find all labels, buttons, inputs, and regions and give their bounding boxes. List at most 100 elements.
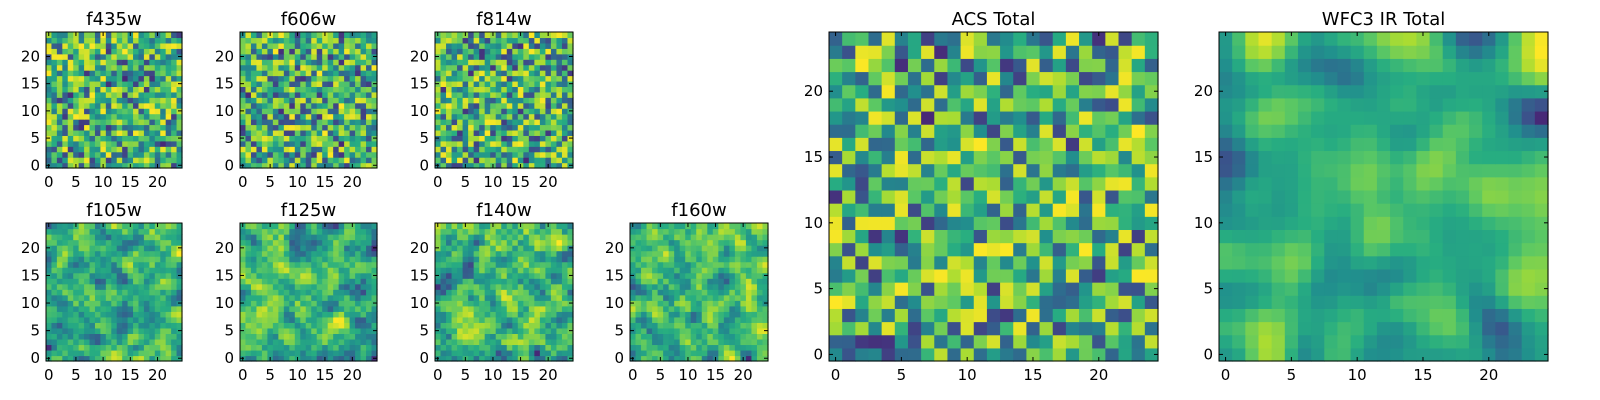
heatmap-cell (462, 53, 469, 60)
heatmap-cell (294, 64, 301, 71)
heatmap-cell (646, 223, 653, 230)
heatmap-cell (934, 242, 949, 257)
heatmap-cell (657, 344, 664, 351)
heatmap-cell (154, 113, 161, 120)
heatmap-cell (646, 278, 653, 285)
heatmap-cell (327, 80, 334, 87)
heatmap-cell (534, 32, 541, 39)
heatmap-cell (842, 255, 856, 270)
heatmap-cell (506, 283, 513, 290)
heatmap-cell (663, 272, 670, 279)
heatmap-cell (349, 278, 356, 285)
heatmap-cell (371, 70, 378, 77)
heatmap-cell (344, 223, 351, 230)
heatmap-cell (84, 140, 91, 147)
heatmap-cell (556, 135, 563, 142)
heatmap-cell (567, 333, 574, 340)
heatmap-cell (523, 32, 530, 39)
heatmap-cell (479, 32, 486, 39)
heatmap-cell (78, 32, 85, 39)
heatmap-cell (322, 316, 329, 323)
heatmap-cell (641, 344, 648, 351)
heatmap-cell (534, 91, 541, 98)
heatmap-cell (435, 267, 442, 274)
heatmap-cell (283, 91, 290, 98)
heatmap-cell (539, 113, 546, 120)
heatmap-cell (122, 75, 129, 82)
heatmap-cell (1000, 189, 1014, 204)
heatmap-cell (729, 300, 736, 307)
heatmap-cell (46, 157, 53, 164)
heatmap-cell (517, 278, 524, 285)
heatmap-cell (473, 228, 480, 235)
heatmap-cell (512, 42, 519, 49)
heatmap-cell (294, 344, 301, 351)
heatmap-cell (668, 327, 675, 334)
heatmap-cell (78, 80, 85, 87)
heatmap-cell (556, 223, 563, 230)
heatmap-cell (947, 255, 962, 270)
heatmap-cell (349, 140, 356, 147)
heatmap-cell (366, 37, 373, 44)
heatmap-cell (294, 42, 301, 49)
heatmap-cell (1092, 347, 1106, 362)
heatmap-cell (116, 278, 123, 285)
heatmap-cell (512, 135, 519, 142)
heatmap-cell (855, 189, 870, 204)
heatmap-cell (366, 344, 373, 351)
heatmap-cell (446, 102, 453, 109)
heatmap-cell (641, 250, 648, 257)
heatmap-cell (1013, 163, 1027, 178)
heatmap-cell (294, 102, 301, 109)
heatmap-cell (94, 113, 101, 120)
heatmap-cell (240, 75, 247, 82)
heatmap-cell (67, 113, 74, 120)
heatmap-cell (89, 234, 96, 241)
heatmap-cell (94, 289, 101, 296)
heatmap-cell (457, 349, 464, 357)
heatmap-cell (947, 216, 962, 230)
heatmap-cell (435, 113, 442, 120)
heatmap-cell (289, 97, 296, 104)
heatmap-cell (78, 311, 85, 318)
heatmap-cell (556, 355, 563, 362)
heatmap-cell (261, 135, 268, 142)
heatmap-cell (446, 272, 453, 279)
heatmap-cell (327, 97, 334, 104)
heatmap-cell (440, 129, 447, 136)
heatmap-cell (723, 250, 730, 257)
heatmap-cell (338, 250, 345, 257)
heatmap-cell (1013, 203, 1027, 217)
heatmap-cell (240, 37, 247, 44)
heatmap-cell (712, 245, 719, 252)
heatmap-cell (484, 70, 491, 77)
heatmap-cell (734, 294, 741, 301)
heatmap-cell (62, 239, 69, 246)
heatmap-cell (278, 261, 285, 268)
heatmap-cell (712, 272, 719, 279)
heatmap-cell (89, 119, 96, 126)
heatmap-cell (440, 344, 447, 351)
heatmap-cell (149, 234, 156, 241)
heatmap-cell (67, 278, 74, 285)
heatmap-cell (868, 268, 883, 283)
heatmap-cell (523, 261, 530, 268)
heatmap-cell (545, 157, 552, 164)
heatmap-cell (165, 300, 172, 307)
heatmap-cell (133, 146, 140, 153)
y-tick-label: 15 (21, 75, 40, 93)
heatmap-cell (762, 294, 769, 301)
heatmap-cell (267, 124, 274, 131)
heatmap-cell (105, 32, 112, 39)
heatmap-cell (517, 338, 524, 346)
heatmap-cell (947, 321, 962, 336)
heatmap-cell (111, 91, 118, 98)
heatmap-cell (734, 272, 741, 279)
heatmap-cell (338, 70, 345, 77)
heatmap-cell (539, 135, 546, 142)
heatmap-cell (122, 322, 129, 329)
heatmap-cell (440, 338, 447, 346)
heatmap-cell (176, 305, 183, 312)
heatmap-cell (457, 239, 464, 246)
heatmap-cell (267, 59, 274, 66)
